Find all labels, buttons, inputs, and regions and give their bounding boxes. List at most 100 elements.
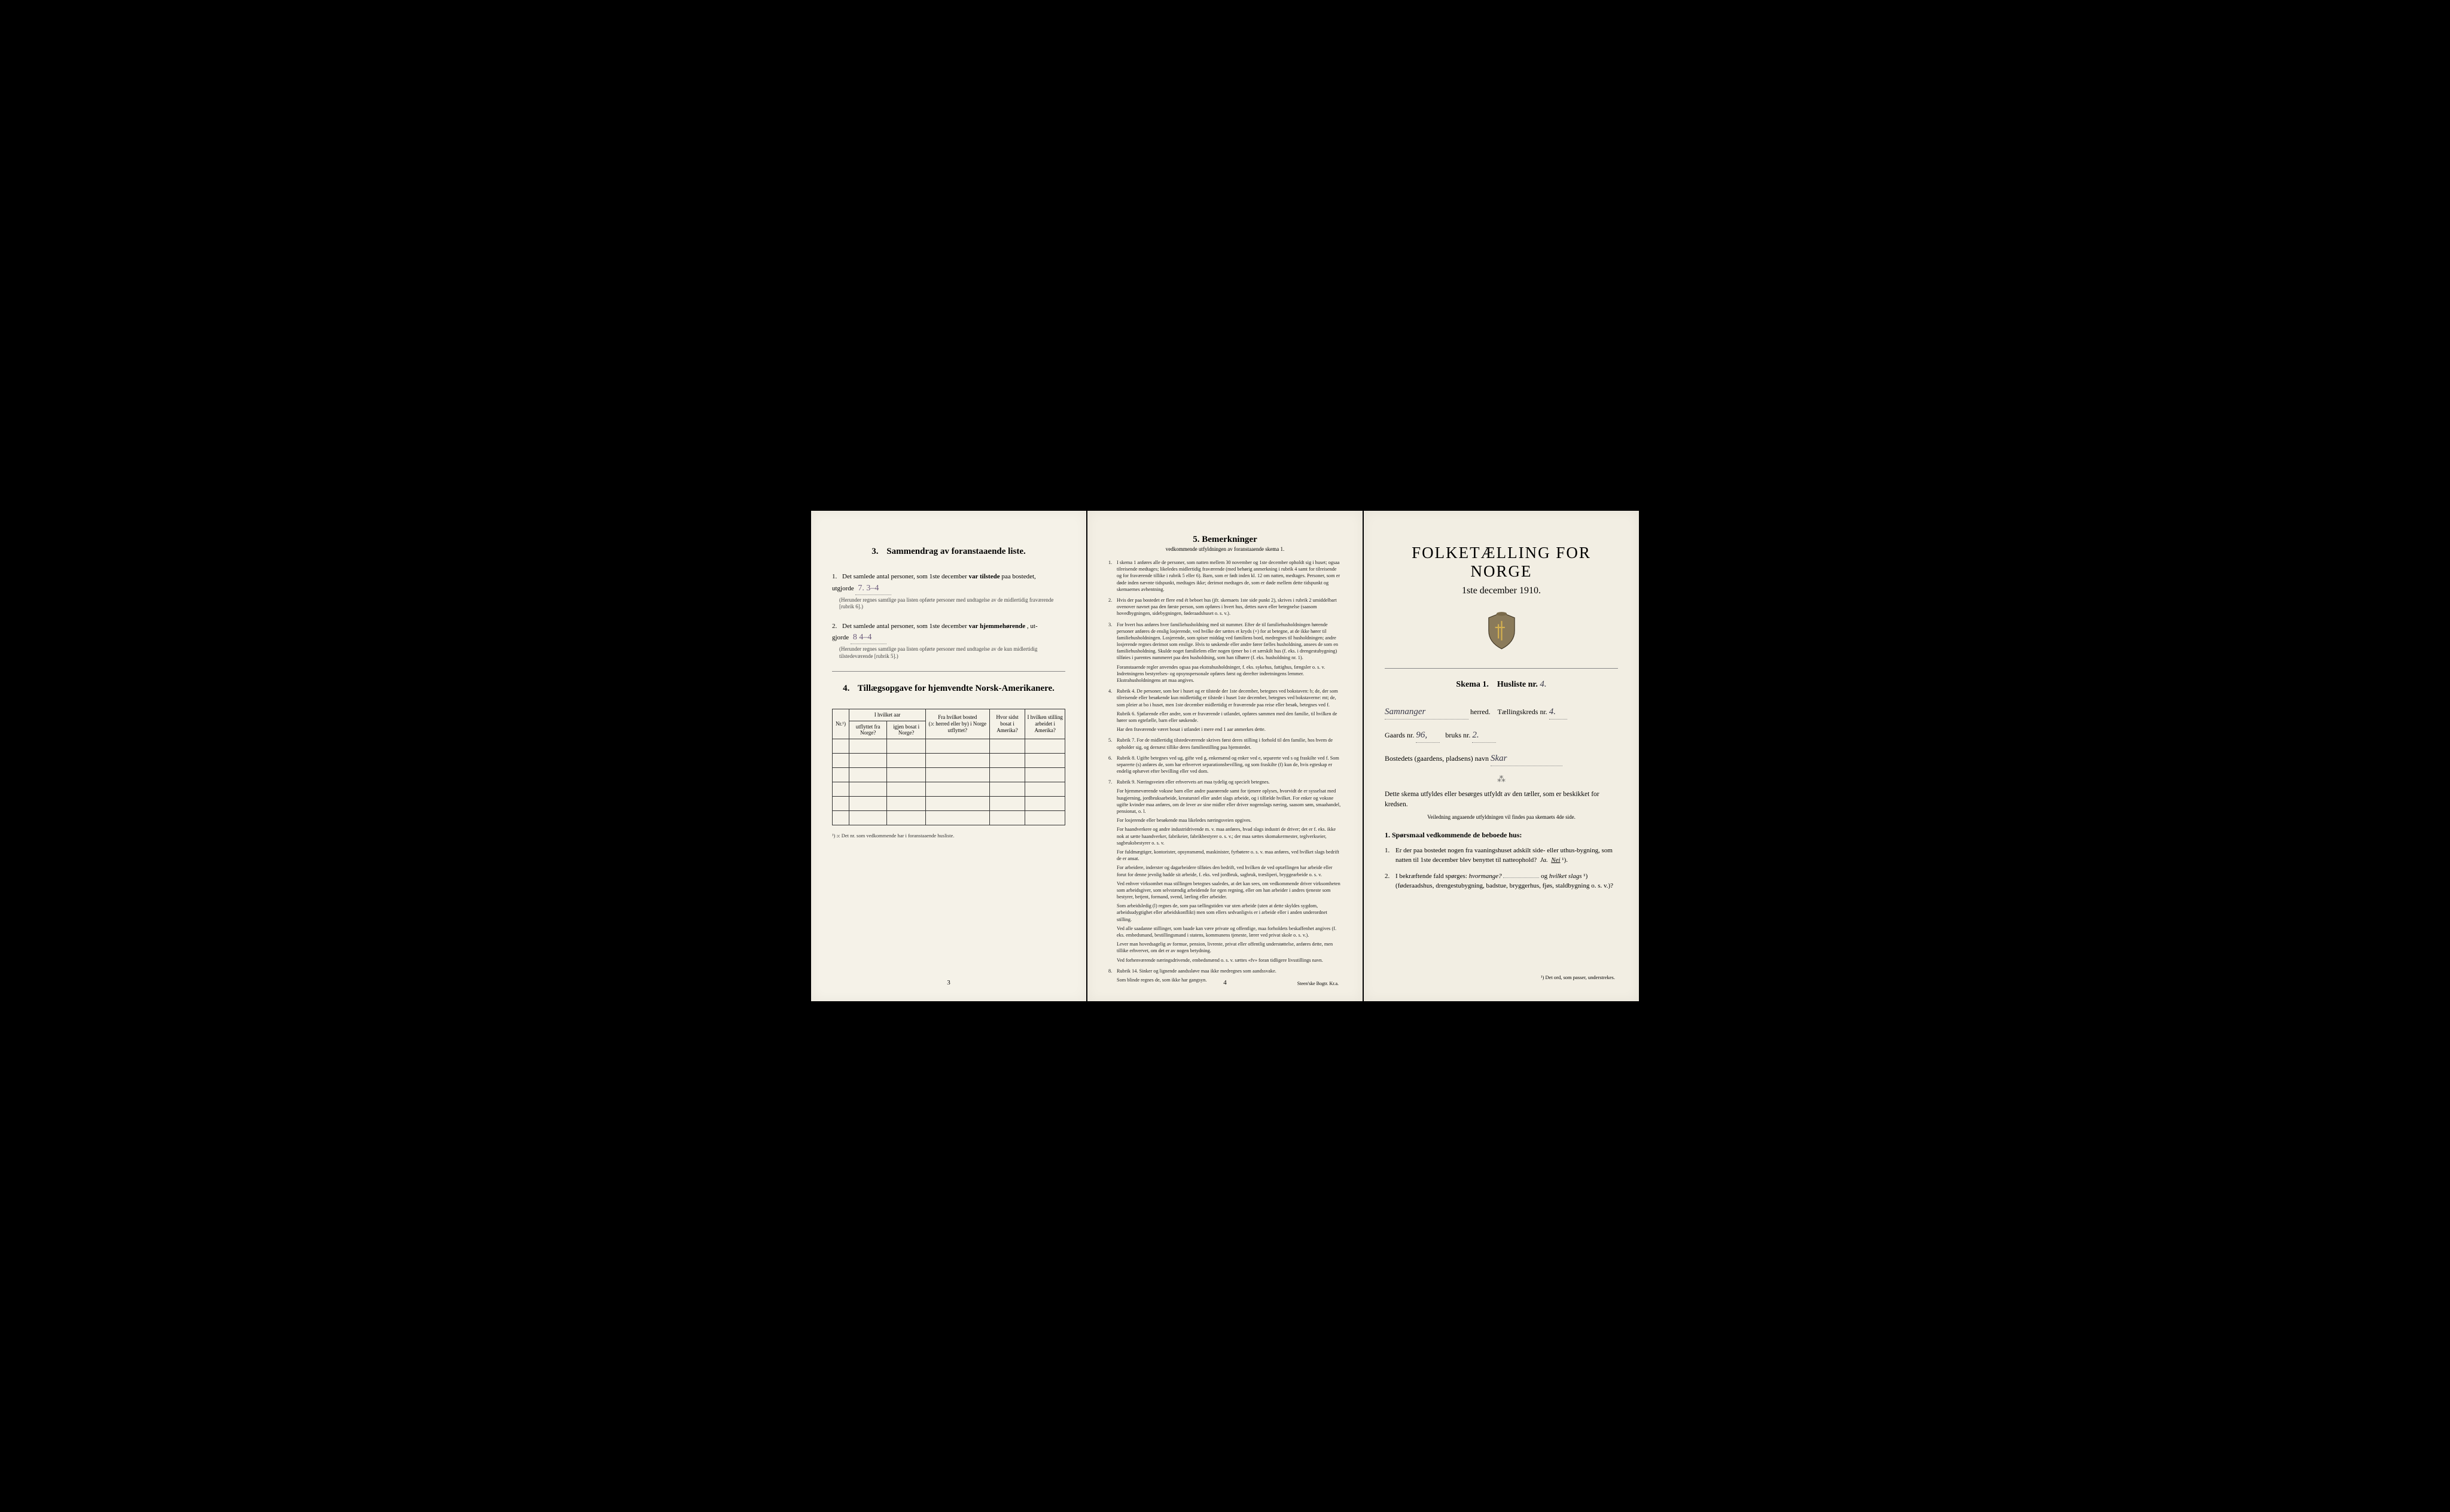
bruks-label: bruks nr. — [1445, 731, 1470, 739]
item1-bold: var tilstede — [969, 573, 1000, 580]
q1-text: Er der paa bostedet nogen fra vaaningshu… — [1395, 847, 1613, 864]
small-guidance: Veiledning angaaende utfyldningen vil fi… — [1385, 814, 1618, 820]
th-col4a: I hvilken stilling — [1027, 714, 1063, 720]
bemerk-para: Rubrik 7. For de midlertidig tilstedevær… — [1117, 737, 1342, 750]
item2-fill: 8 4–4 — [851, 631, 886, 644]
bemerk-sub: vedkommende utfyldningen av foranstaaend… — [1108, 546, 1342, 552]
bemerk-para: Ved alle saadanne stillinger, som baade … — [1117, 925, 1342, 938]
bemerk-num: 4. — [1108, 688, 1112, 694]
herred-line: Samnanger herred. Tællingskreds nr. 4. — [1385, 705, 1618, 720]
bruks-val: 2. — [1472, 728, 1496, 743]
bemerk-para: For hjemmeværende voksne barn eller andr… — [1117, 788, 1342, 815]
th-col4b: arbeidet i Amerika? — [1034, 721, 1055, 733]
bemerk-para: Rubrik 8. Ugifte betegnes ved ug, gifte … — [1117, 755, 1342, 775]
bemerk-para: Som arbeidsledig (l) regnes de, som paa … — [1117, 903, 1342, 923]
bemerk-para: Hvis der paa bostedet er flere end ét be… — [1117, 597, 1342, 617]
gaards-val: 96, — [1416, 728, 1440, 743]
th-col1b: utflyttet fra Norge? — [849, 721, 887, 739]
th-col1c: igjen bosat i Norge? — [887, 721, 926, 739]
flourish-icon: ⁂ — [1385, 775, 1618, 785]
table4-footnote: ¹) ɔ: Det nr. som vedkommende har i fora… — [832, 833, 1065, 839]
table4-body — [833, 739, 1065, 825]
bemerk-item: 3.For hvert hus anføres hver familiehush… — [1108, 621, 1342, 684]
bemerk-para: For arbeidere, inderster og dagarbeidere… — [1117, 864, 1342, 877]
coat-of-arms-icon — [1485, 611, 1518, 650]
page-num-3: 3 — [947, 979, 950, 986]
item1-text-a: Det samlede antal personer, som 1ste dec… — [842, 573, 969, 580]
question-2: 2. I bekræftende fald spørges: hvormange… — [1385, 871, 1618, 891]
document-container: 3. Sammendrag av foranstaaende liste. 1.… — [811, 511, 1639, 1001]
page-4: 5. Bemerkninger vedkommende utfyldningen… — [1087, 511, 1363, 1001]
bemerk-item: 5. Rubrik 7. For de midlertidig tilstedev… — [1108, 737, 1342, 750]
page-title: FOLKETÆLLING FOR NORGE 1ste december 191… — [1364, 511, 1639, 1001]
table-row — [833, 768, 1065, 782]
q2c: og — [1541, 873, 1547, 880]
item1-text-c: utgjorde — [832, 585, 854, 592]
item-2: 2. Det samlede antal personer, som 1ste … — [832, 621, 1065, 660]
item1-fill: 7. 3–4 — [855, 582, 891, 595]
bemerk-item: 6.Rubrik 8. Ugifte betegnes ved ug, gift… — [1108, 755, 1342, 775]
bemerk-heading: 5. Bemerkninger — [1108, 535, 1342, 545]
q1-nei: Nei — [1551, 856, 1560, 864]
bemerk-num: 2. — [1108, 597, 1112, 603]
item1-num: 1. — [832, 573, 837, 580]
item2-text-c: gjorde — [832, 634, 849, 641]
divider-1 — [832, 671, 1065, 672]
bemerk-num: 8. — [1108, 968, 1112, 974]
q1-num: 1. — [1385, 846, 1389, 856]
table-row — [833, 754, 1065, 768]
table-row — [833, 782, 1065, 797]
q2-blank1 — [1503, 877, 1539, 878]
bemerk-item: 4. Rubrik 4. De personer, som bor i huset… — [1108, 688, 1342, 733]
q2-num: 2. — [1385, 871, 1389, 882]
bosted-label: Bostedets (gaardens, pladsens) navn — [1385, 754, 1489, 763]
divider-top — [1385, 668, 1618, 669]
kreds-label: Tællingskreds nr. — [1497, 708, 1547, 716]
th-col2a: Fra hvilket bosted — [938, 714, 977, 720]
q-heading-num: 1. — [1385, 831, 1390, 839]
q1-ja: Ja. — [1540, 856, 1548, 864]
item1-text-b: paa bostedet, — [1001, 573, 1035, 580]
th-col3: Hvor sidst bosat i Amerika? — [989, 709, 1025, 739]
bemerk-para: Har den fraværende været bosat i utlande… — [1117, 726, 1342, 733]
bemerk-num: 1. — [1108, 559, 1112, 566]
table-row — [833, 811, 1065, 825]
p3-footnote: ¹) Det ord, som passer, understrekes. — [1541, 974, 1615, 980]
bemerk-para: Rubrik 4. De personer, som bor i huset o… — [1117, 688, 1342, 708]
question-1: 1. Er der paa bostedet nogen fra vaaning… — [1385, 846, 1618, 865]
th-nr: Nr.¹) — [833, 709, 849, 739]
item2-text-a: Det samlede antal personer, som 1ste dec… — [842, 623, 969, 630]
printer-credit: Steen'ske Bogtr. Kr.a. — [1297, 981, 1339, 986]
bosted-line: Bostedets (gaardens, pladsens) navn Skar — [1385, 751, 1618, 766]
subtitle: 1ste december 1910. — [1385, 586, 1618, 596]
husliste-label: Husliste nr. — [1497, 680, 1538, 689]
bemerk-item: 2. Hvis der paa bostedet er flere end ét … — [1108, 597, 1342, 617]
bemerk-para: Ved forhenværende næringsdrivende, embed… — [1117, 957, 1342, 964]
th-col1a: I hvilket aar — [849, 709, 926, 721]
section4-heading: 4. Tillægsopgave for hjemvendte Norsk-Am… — [832, 684, 1065, 694]
item2-note: (Herunder regnes samtlige paa listen opf… — [839, 646, 1065, 660]
th-col4: I hvilken stilling arbeidet i Amerika? — [1025, 709, 1065, 739]
husliste-val: 4. — [1540, 679, 1546, 689]
q-heading: 1. Spørsmaal vedkommende de beboede hus: — [1385, 831, 1618, 840]
bemerk-list: 1.I skema 1 anføres alle de personer, so… — [1108, 559, 1342, 983]
bemerk-num: 5. — [1108, 737, 1112, 743]
item1-note: (Herunder regnes samtlige paa listen opf… — [839, 597, 1065, 611]
bemerk-para: For haandverkere og andre industridriven… — [1117, 826, 1342, 846]
skema-line: Skema 1. Husliste nr. 4. — [1385, 679, 1618, 690]
page-3: 3. Sammendrag av foranstaaende liste. 1.… — [811, 511, 1086, 1001]
main-title: FOLKETÆLLING FOR NORGE — [1385, 544, 1618, 581]
bemerk-para: For fuldmægtiger, kontorister, opsynsmæn… — [1117, 849, 1342, 862]
bemerk-para: For hvert hus anføres hver familiehushol… — [1117, 621, 1342, 662]
herred-val: Samnanger — [1385, 705, 1468, 720]
bemerk-para: Lever man hovedsagelig av formue, pensio… — [1117, 941, 1342, 954]
kreds-val: 4. — [1549, 705, 1567, 720]
th-col3b: bosat i Amerika? — [997, 721, 1017, 733]
item2-text-b: , ut- — [1027, 623, 1038, 630]
q1-sup: ¹). — [1562, 856, 1568, 864]
q2d: hvilket slags — [1549, 873, 1582, 880]
bemerk-para: Rubrik 6. Sjøfarende eller andre, som er… — [1117, 711, 1342, 724]
bemerk-num: 7. — [1108, 779, 1112, 785]
table-row — [833, 797, 1065, 811]
bemerk-para: Ved enhver virksomhet maa stillingen bet… — [1117, 880, 1342, 901]
